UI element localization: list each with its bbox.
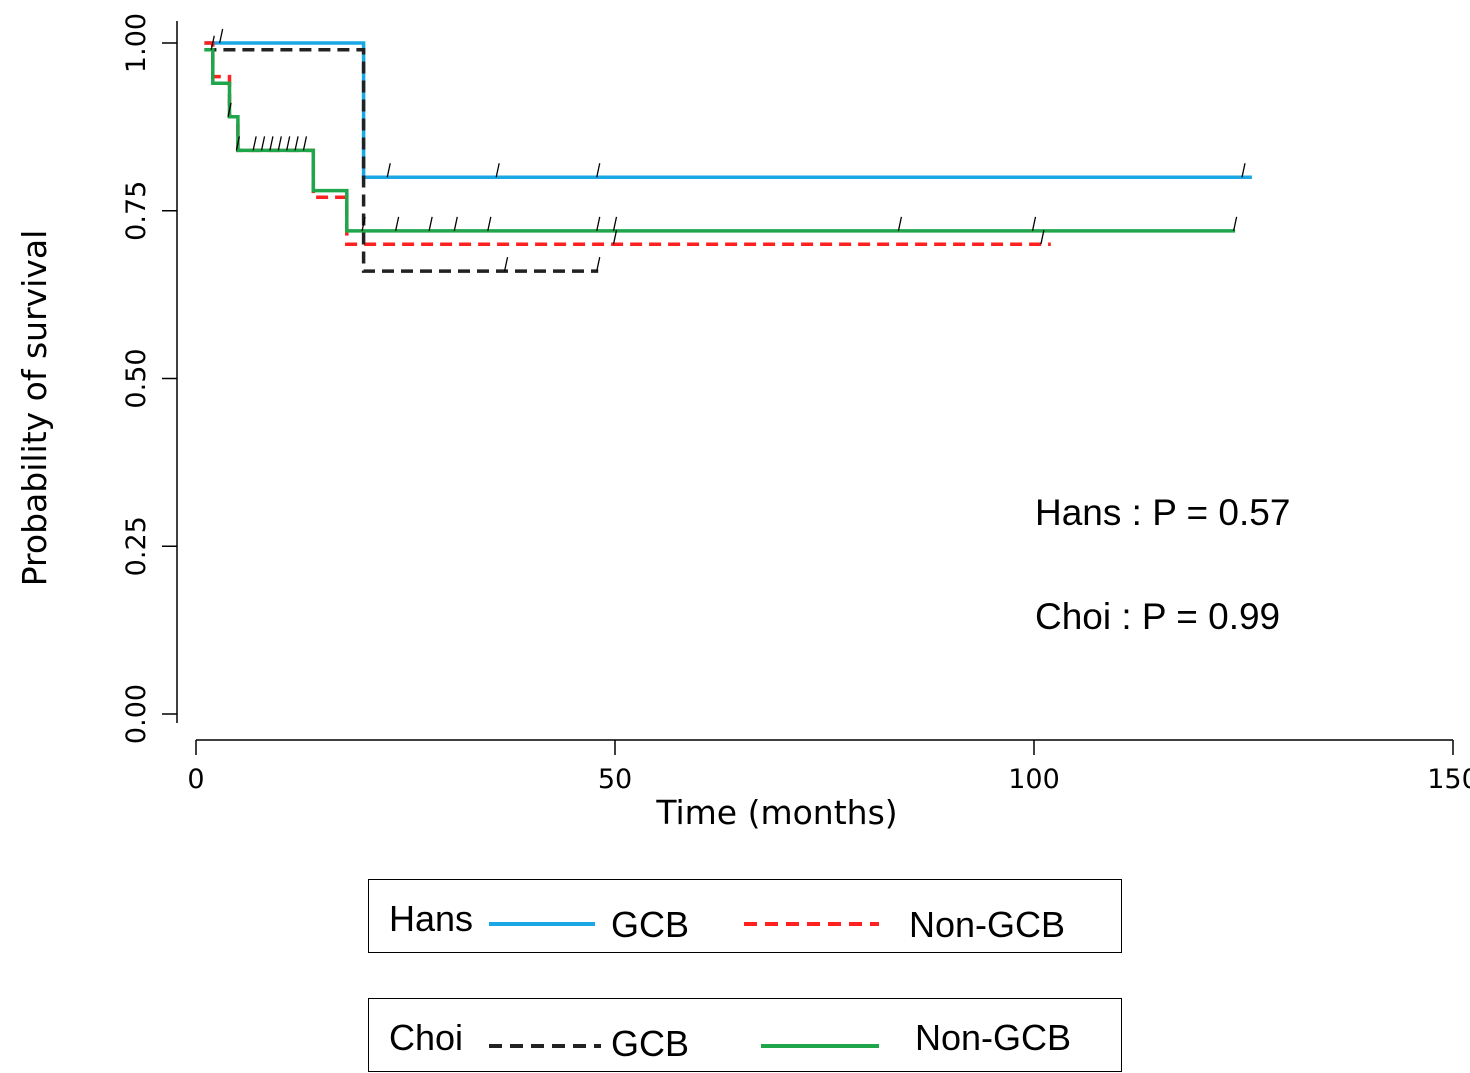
censor-mark-choi-non-gcb <box>302 136 308 151</box>
censor-mark-choi-non-gcb <box>428 216 433 232</box>
x-tick-label: 150 <box>1427 764 1470 795</box>
censor-mark-choi-non-gcb <box>612 216 618 232</box>
legend-hans-gcb-label: GCB <box>611 904 689 945</box>
y-tick-label: 0.25 <box>121 516 152 576</box>
censor-mark-choi-non-gcb <box>394 216 400 232</box>
censor-marks <box>210 28 1246 272</box>
y-tick-label: 0.50 <box>121 348 152 408</box>
choi-p-value: Choi : P = 0.99 <box>1035 596 1280 637</box>
legend-choi-title: Choi <box>389 1017 463 1058</box>
censor-mark-choi-non-gcb <box>227 102 232 117</box>
censor-mark-choi-non-gcb <box>269 136 274 151</box>
y-ticks: 0.00 0.25 0.50 0.75 1.00 <box>121 13 177 744</box>
censor-mark-hans-gcb <box>219 28 224 44</box>
legend-choi-gcb-label: GCB <box>611 1023 689 1064</box>
y-tick-label: 1.00 <box>121 13 152 73</box>
survival-chart: 0 50 100 150 0.00 0.25 0.50 0.75 1.00 Time (mon… <box>15 13 1470 832</box>
series-line-hans-gcb <box>204 41 1252 179</box>
censor-mark-hans-gcb <box>386 163 391 178</box>
legend-hans-title: Hans <box>389 898 473 939</box>
x-tick-label: 50 <box>598 764 632 795</box>
legend-choi: Choi GCB Non-GCB <box>368 998 1122 1072</box>
censor-mark-choi-non-gcb <box>897 216 903 232</box>
series-line-choi-non-gcb <box>204 47 1236 233</box>
censor-mark-hans-non-gcb <box>277 136 282 151</box>
series-layer <box>204 41 1252 273</box>
y-tick-label: 0.75 <box>121 181 152 241</box>
censor-mark-hans-gcb <box>596 163 601 178</box>
censor-mark-hans-non-gcb <box>612 230 618 245</box>
censor-mark-choi-non-gcb <box>487 216 492 232</box>
x-tick-label: 100 <box>1008 764 1060 795</box>
censor-mark-hans-non-gcb <box>260 136 266 151</box>
censor-mark-hans-gcb <box>1241 163 1246 178</box>
censor-mark-choi-gcb <box>503 257 509 272</box>
censor-mark-choi-gcb <box>210 35 215 50</box>
y-tick-label: 0.00 <box>121 684 152 744</box>
legend-hans-nongcb-label: Non-GCB <box>909 904 1065 945</box>
censor-mark-choi-non-gcb <box>453 216 458 232</box>
censor-mark-choi-non-gcb <box>286 136 291 151</box>
censor-mark-choi-gcb <box>596 257 601 272</box>
y-axis-label: Probability of survival <box>15 230 54 587</box>
censor-mark-hans-non-gcb <box>1040 230 1045 245</box>
censor-mark-choi-non-gcb <box>1232 216 1238 232</box>
censor-mark-choi-non-gcb <box>252 136 257 151</box>
censor-mark-choi-non-gcb <box>1031 216 1037 232</box>
legend-choi-nongcb-label: Non-GCB <box>915 1017 1071 1058</box>
series-line-choi-gcb <box>204 47 599 273</box>
legend-hans: Hans GCB Non-GCB <box>368 879 1122 953</box>
x-tick-label: 0 <box>187 764 204 795</box>
hans-p-value: Hans : P = 0.57 <box>1035 492 1290 533</box>
censor-mark-choi-non-gcb <box>361 216 366 232</box>
x-axis-label: Time (months) <box>655 793 897 832</box>
censor-mark-hans-non-gcb <box>235 136 241 151</box>
censor-mark-hans-gcb <box>495 163 500 178</box>
censor-mark-hans-non-gcb <box>294 136 299 151</box>
censor-mark-choi-non-gcb <box>596 216 601 232</box>
x-ticks: 0 50 100 150 <box>187 740 1470 795</box>
series-line-hans-non-gcb <box>204 41 1051 247</box>
